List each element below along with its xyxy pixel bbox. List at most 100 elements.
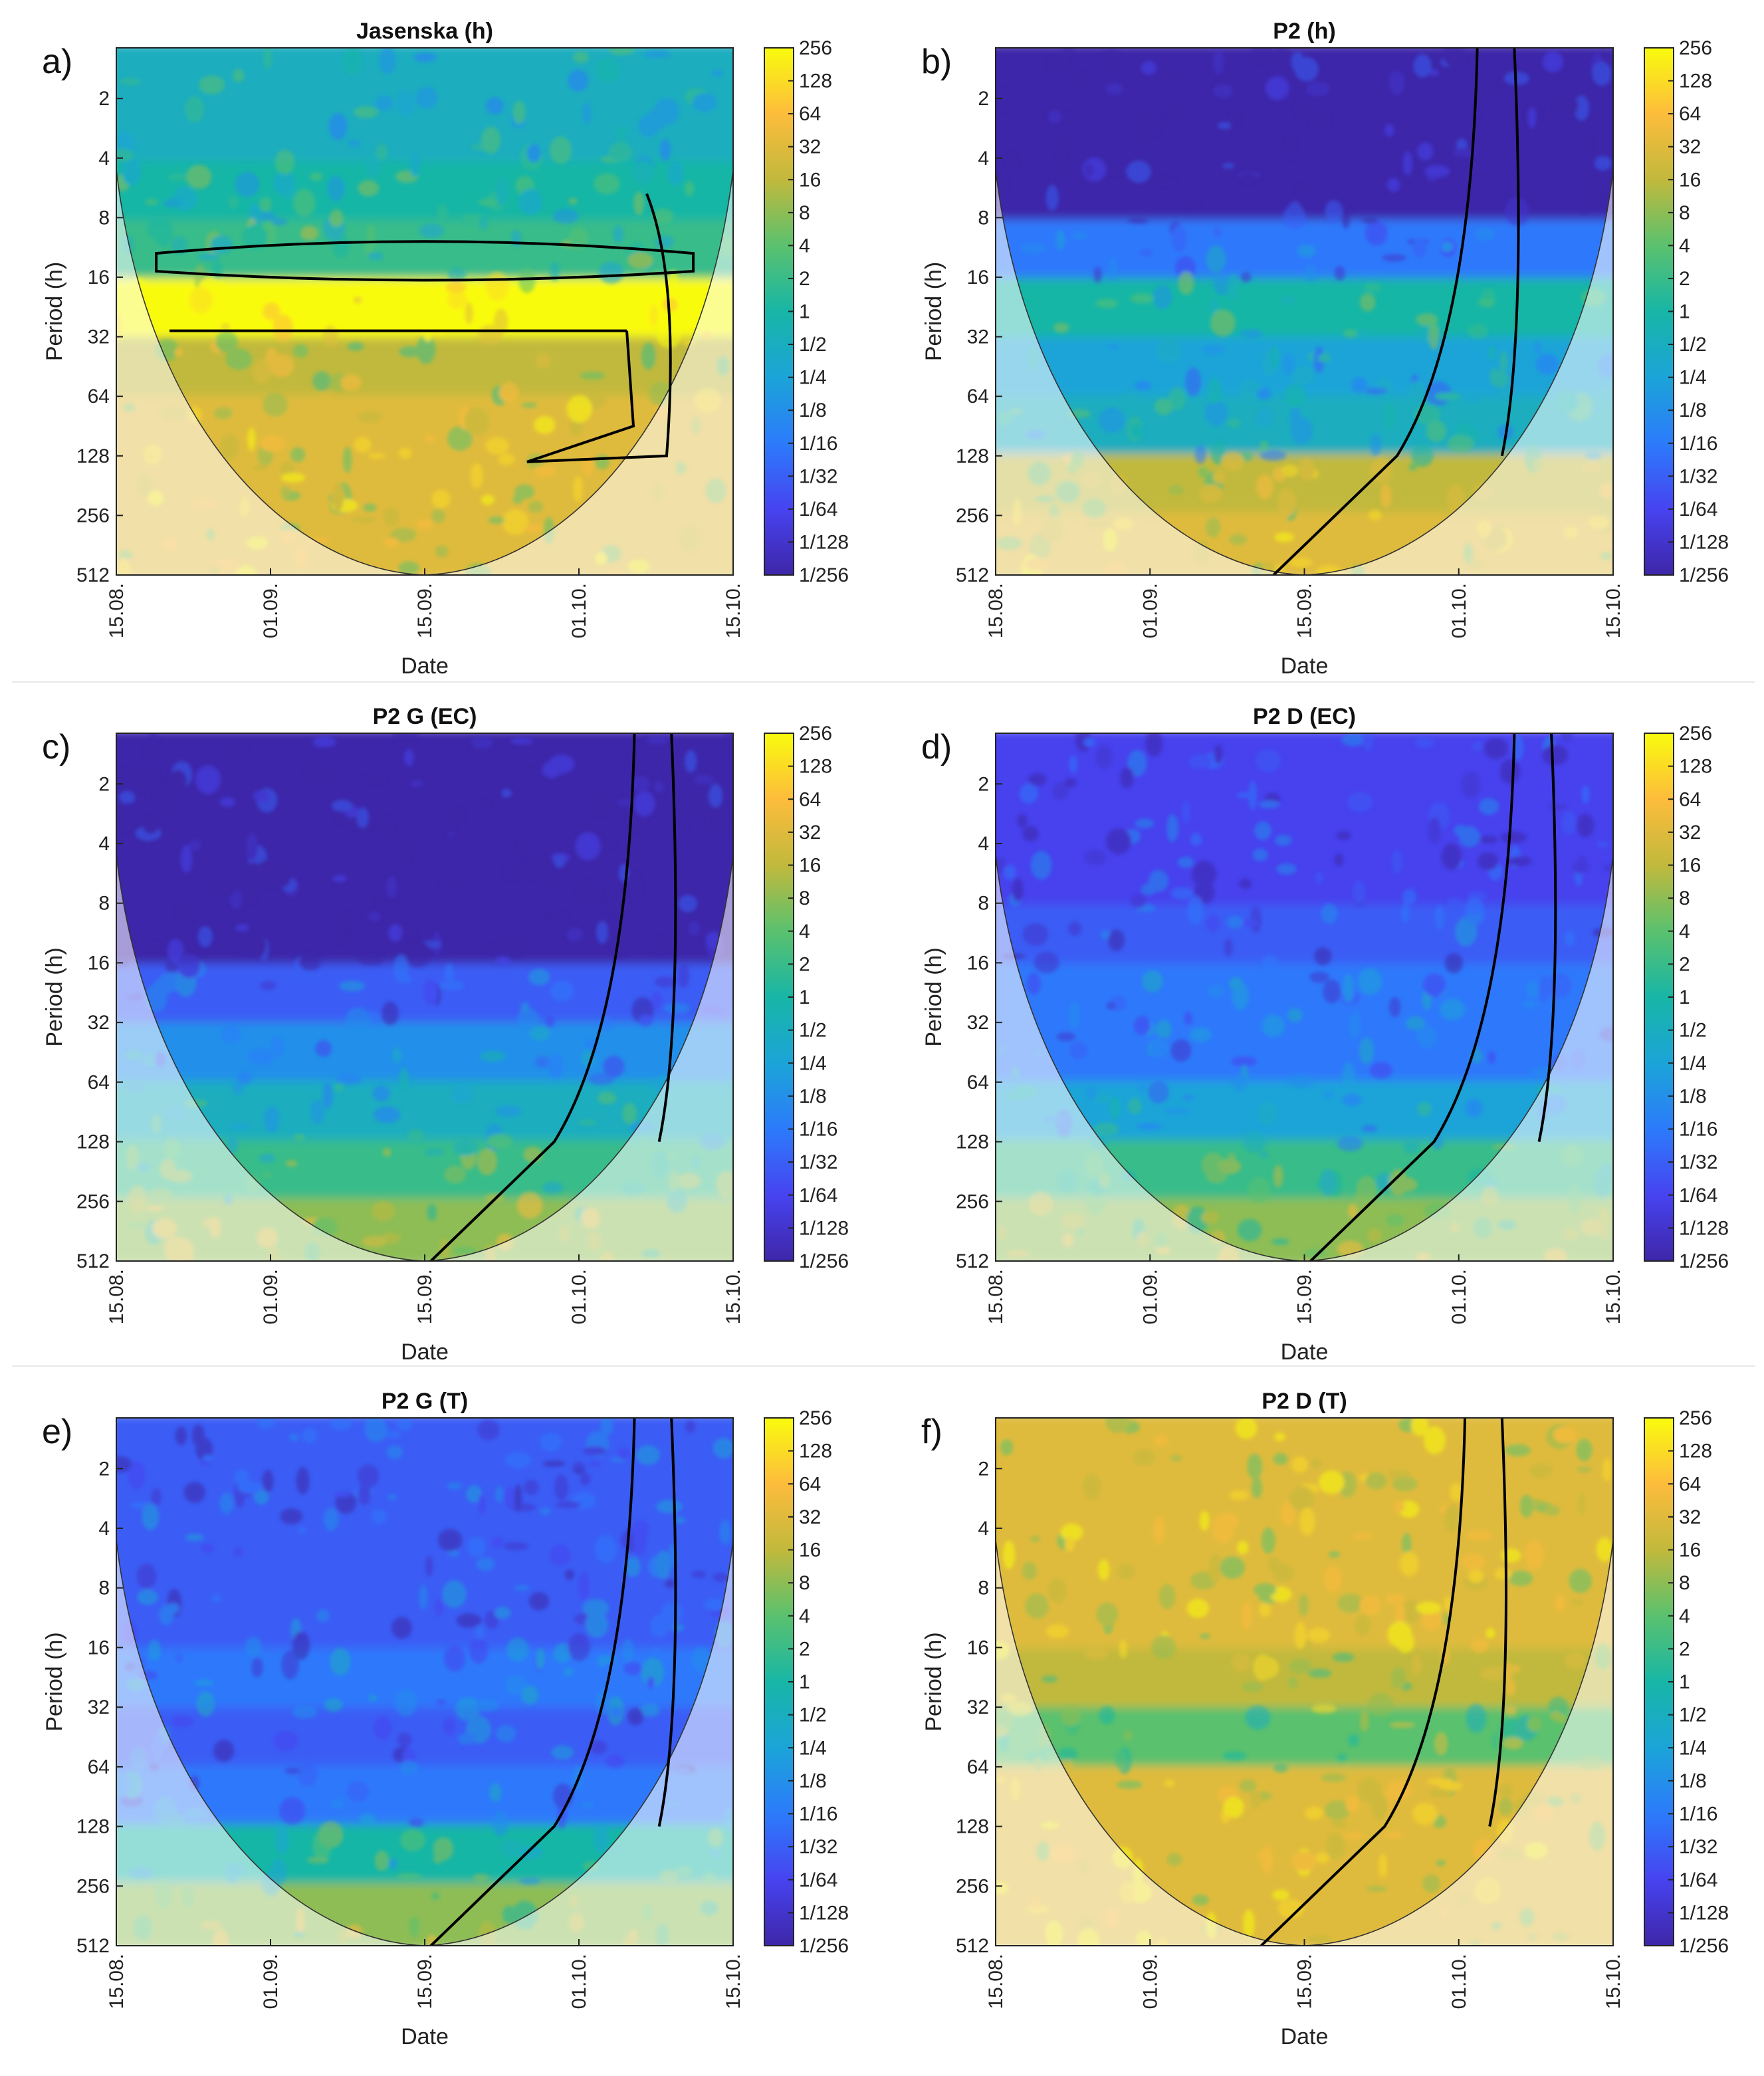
- significance-contour: [1260, 1418, 1467, 1946]
- colorbar-tick-label: 128: [1679, 1441, 1712, 1462]
- power-spectrum: [996, 733, 1613, 1261]
- y-tick-label: 16: [967, 952, 989, 974]
- colorbar-tick-label: 1/256: [1679, 564, 1729, 586]
- colorbar-tick-label: 64: [1679, 103, 1701, 125]
- y-tick-label: 512: [956, 564, 989, 586]
- colorbar-tick-label: 1/64: [799, 1185, 837, 1207]
- power-spectrum: [116, 1418, 733, 1946]
- x-tick-label: 15.10.: [1602, 1954, 1624, 2009]
- x-tick-label: 15.08.: [985, 1954, 1007, 2009]
- colorbar-tick-label: 2: [1679, 1638, 1690, 1660]
- colorbar-tick-label: 256: [799, 1407, 832, 1429]
- power-spectrum: [996, 48, 1613, 575]
- x-tick-label: 01.09.: [260, 1269, 282, 1324]
- x-tick-label: 15.09.: [1294, 583, 1316, 638]
- y-tick-label: 512: [76, 1935, 110, 1957]
- colorbar-tick-label: 1/2: [799, 1020, 827, 1042]
- x-tick-label: 15.09.: [414, 1269, 436, 1324]
- colorbar-tick-label: 1/128: [799, 1217, 849, 1239]
- panel-title: P2 G (EC): [373, 704, 477, 729]
- colorbar-tick-label: 2: [1679, 268, 1690, 290]
- panel-title: P2 D (T): [1262, 1389, 1347, 1414]
- colorbar-tick-label: 1/128: [1679, 531, 1729, 553]
- panel-label: c): [42, 728, 70, 766]
- colorbar-tick-label: 16: [799, 1540, 821, 1561]
- x-tick-label: 01.10.: [568, 583, 590, 638]
- colorbar-tick-label: 16: [799, 169, 821, 191]
- y-tick-label: 256: [956, 505, 989, 526]
- y-tick-label: 32: [967, 1696, 989, 1718]
- cone-of-influence-line: [116, 170, 733, 575]
- colorbar-tick-label: 1/16: [1679, 1803, 1717, 1825]
- y-tick-label: 16: [88, 952, 110, 974]
- x-tick-label: 15.10.: [1602, 1269, 1624, 1324]
- y-tick-label: 64: [88, 1072, 110, 1094]
- colorbar-tick-label: 64: [799, 788, 821, 810]
- x-tick-label: 01.09.: [1139, 583, 1161, 638]
- cone-of-influence-shade: [996, 170, 1613, 575]
- power-band: [116, 1472, 733, 1540]
- colorbar-tick-label: 1/8: [799, 400, 827, 421]
- cone-of-influence-line: [996, 855, 1613, 1261]
- cone-of-influence-line: [116, 1540, 733, 1946]
- colorbar-tick-label: 8: [799, 202, 810, 224]
- colorbar-tick-label: 128: [799, 70, 832, 92]
- y-tick-label: 32: [88, 326, 110, 348]
- colorbar-tick-label: 1/2: [1679, 334, 1707, 356]
- x-tick-label: 15.08.: [985, 1269, 1007, 1324]
- colorbar-tick-label: 16: [1679, 1540, 1701, 1561]
- significance-contours: [1272, 48, 1520, 575]
- y-tick-label: 128: [956, 1816, 989, 1838]
- y-tick-label: 2: [98, 88, 110, 110]
- significance-contours: [1309, 733, 1557, 1261]
- cone-of-influence-line: [116, 855, 733, 1261]
- colorbar-tick-label: 4: [799, 235, 810, 257]
- x-tick-label: 15.09.: [1294, 1954, 1316, 2009]
- colorbar-tick-label: 32: [799, 1506, 821, 1528]
- power-band: [996, 963, 1613, 1031]
- colorbar-tick-label: 32: [1679, 822, 1701, 844]
- power-band: [996, 788, 1613, 855]
- y-tick-label: 4: [978, 148, 989, 170]
- colorbar-tick-label: 128: [799, 1441, 832, 1462]
- colorbar-tick-label: 32: [799, 136, 821, 158]
- colorbar-tick-label: 16: [1679, 855, 1701, 877]
- panel-label: a): [42, 43, 72, 81]
- colorbar-tick-label: 1/128: [799, 1902, 849, 1924]
- x-tick-label: 15.08.: [985, 583, 1007, 638]
- colorbar-tick-label: 1: [799, 301, 810, 323]
- colorbar-tick-label: 8: [799, 887, 810, 909]
- y-tick-label: 512: [956, 1935, 989, 1957]
- colorbar-tick-label: 1/8: [1679, 1086, 1707, 1107]
- y-tick-label: 4: [98, 148, 110, 170]
- colorbar-tick-label: 64: [799, 103, 821, 125]
- x-axis-label: Date: [1281, 2024, 1329, 2049]
- colorbar-tick-label: 1/32: [799, 1151, 837, 1173]
- y-tick-label: 16: [88, 1637, 110, 1659]
- significance-contour: [1537, 733, 1557, 1142]
- significance-contour: [657, 1418, 677, 1827]
- significance-contour: [657, 733, 677, 1142]
- y-tick-label: 64: [967, 386, 989, 407]
- x-tick-label: 15.10.: [1602, 583, 1624, 638]
- cone-of-influence-shade: [116, 170, 733, 575]
- y-tick-label: 4: [978, 1518, 989, 1540]
- colorbar-tick-label: 1: [1679, 301, 1690, 323]
- significance-contour: [1309, 733, 1516, 1261]
- colorbar-tick-label: 1/4: [1679, 367, 1707, 389]
- y-tick-label: 8: [978, 1577, 989, 1599]
- power-band: [996, 905, 1613, 972]
- y-axis-label: Period (h): [921, 947, 946, 1046]
- power-band: [996, 278, 1613, 345]
- y-tick-label: 4: [978, 833, 989, 855]
- colorbar-tick-label: 4: [1679, 235, 1690, 257]
- colorbar-tick-label: 1/64: [1679, 499, 1717, 520]
- significance-contours: [429, 1418, 677, 1946]
- x-tick-label: 15.08.: [106, 1954, 128, 2009]
- power-spectrum: [116, 48, 733, 575]
- y-tick-label: 4: [98, 833, 110, 855]
- significance-contour: [1488, 1418, 1507, 1827]
